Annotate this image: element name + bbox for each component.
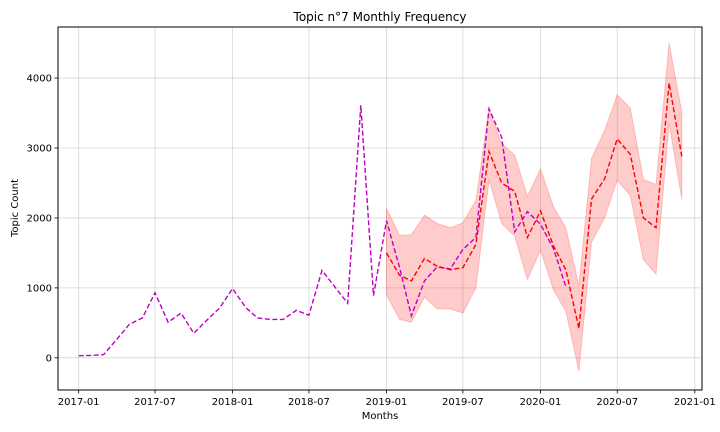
x-tick-label: 2019-07 — [442, 397, 484, 408]
x-tick-label: 2020-07 — [596, 397, 638, 408]
chart-title: Topic n°7 Monthly Frequency — [293, 10, 467, 24]
plot-frame — [57, 26, 703, 391]
series-lines — [78, 82, 683, 357]
y-tick-label: 2000 — [27, 213, 52, 224]
x-tick-label: 2018-01 — [212, 397, 254, 408]
x-tick-label: 2018-07 — [288, 397, 330, 408]
series-line-1 — [78, 105, 567, 357]
x-axis-label: Months — [362, 411, 399, 422]
y-tick-label: 0 — [46, 353, 52, 364]
x-tick-label: 2021-01 — [674, 397, 716, 408]
y-tick-label: 4000 — [27, 74, 52, 85]
y-tick-label: 3000 — [27, 144, 52, 155]
x-tick-label: 2019-01 — [366, 397, 408, 408]
x-tick-label: 2017-01 — [58, 397, 100, 408]
x-tick-label: 2020-01 — [520, 397, 562, 408]
y-tick-label: 1000 — [27, 283, 52, 294]
x-axis-ticks: 2017-01 2017-07 2018-01 2018-07 2019-01 2019-… — [58, 390, 716, 408]
y-axis-label: Topic Count — [10, 179, 21, 238]
grid — [58, 27, 702, 390]
y-axis-ticks: 0 1000 2000 3000 4000 — [27, 74, 58, 364]
x-tick-label: 2017-07 — [134, 397, 176, 408]
series-line-2 — [385, 82, 683, 329]
